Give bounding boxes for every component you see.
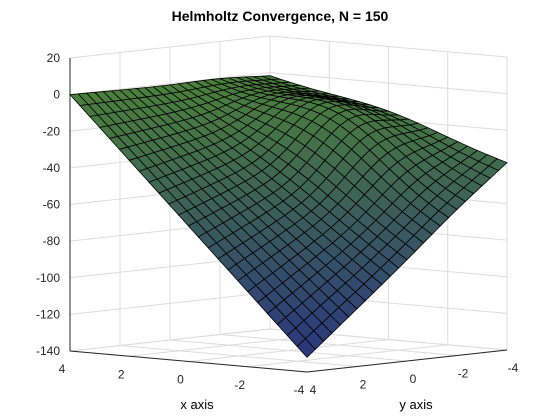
y-tick-label: -4: [508, 361, 519, 375]
surface-patch: [488, 158, 508, 171]
z-tick-label: -100: [36, 271, 60, 285]
y-axis-label: y axis: [399, 397, 433, 412]
z-tick-label: 20: [47, 51, 61, 65]
z-tick-label: -40: [43, 161, 61, 175]
x-tick-label: 2: [118, 367, 125, 381]
grid-line: [219, 334, 458, 356]
grid-line: [69, 35, 508, 59]
grid-line: [169, 339, 408, 362]
x-tick-label: 4: [59, 362, 66, 376]
x-tick-label: 0: [177, 373, 184, 387]
z-tick-label: -140: [36, 344, 60, 358]
y-axis-line: [306, 349, 508, 373]
surface: [69, 75, 508, 358]
x-tick-label: -2: [234, 378, 245, 392]
x-tick-label: -4: [294, 383, 305, 397]
z-tick-label: -20: [43, 124, 61, 138]
x-axis-label: x axis: [180, 397, 214, 412]
grid-line: [247, 344, 448, 368]
y-tick-label: 4: [310, 383, 317, 397]
z-tick-label: 0: [53, 88, 60, 102]
y-tick-label: 2: [360, 378, 367, 392]
y-tick-label: -2: [458, 367, 469, 381]
axes: [69, 58, 508, 373]
z-tick-label: -80: [43, 234, 61, 248]
x-axis-line: [69, 350, 308, 373]
z-tick-label: -120: [36, 307, 60, 321]
chart-title: Helmholtz Convergence, N = 150: [171, 8, 389, 24]
y-tick-label: 0: [410, 372, 417, 386]
z-tick-label: -60: [43, 198, 61, 212]
